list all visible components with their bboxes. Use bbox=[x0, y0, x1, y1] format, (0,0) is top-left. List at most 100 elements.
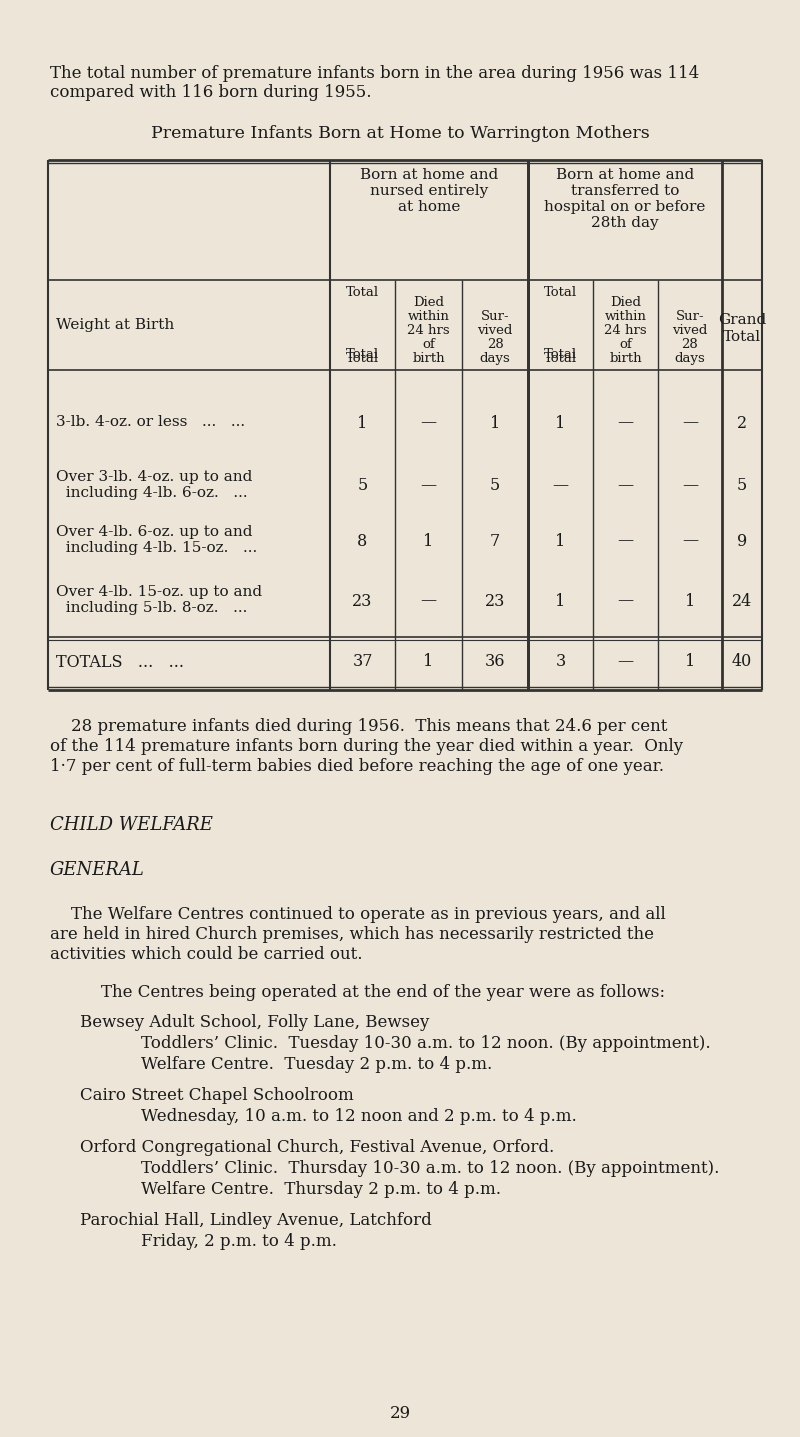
Text: 1: 1 bbox=[555, 592, 566, 609]
Text: 1: 1 bbox=[685, 592, 695, 609]
Text: —: — bbox=[682, 414, 698, 431]
Text: Over 3-lb. 4-oz. up to and: Over 3-lb. 4-oz. up to and bbox=[56, 470, 252, 484]
Text: Died: Died bbox=[413, 296, 444, 309]
Text: —: — bbox=[618, 477, 634, 494]
Text: GENERAL: GENERAL bbox=[50, 861, 145, 879]
Text: Premature Infants Born at Home to Warrington Mothers: Premature Infants Born at Home to Warrin… bbox=[150, 125, 650, 142]
Text: days: days bbox=[480, 352, 510, 365]
Text: 1: 1 bbox=[423, 533, 434, 549]
Text: 28th day: 28th day bbox=[591, 216, 659, 230]
Text: Welfare Centre.  Tuesday 2 p.m. to 4 p.m.: Welfare Centre. Tuesday 2 p.m. to 4 p.m. bbox=[120, 1056, 492, 1073]
Text: Total: Total bbox=[544, 286, 577, 299]
Text: 5: 5 bbox=[490, 477, 500, 494]
Text: 9: 9 bbox=[737, 533, 747, 549]
Text: —: — bbox=[618, 533, 634, 549]
Text: 1: 1 bbox=[423, 654, 434, 671]
Text: 7: 7 bbox=[490, 533, 500, 549]
Text: 1: 1 bbox=[358, 414, 368, 431]
Text: 24 hrs: 24 hrs bbox=[604, 323, 647, 338]
Text: 3-lb. 4-oz. or less   ...   ...: 3-lb. 4-oz. or less ... ... bbox=[56, 415, 245, 430]
Text: 36: 36 bbox=[485, 654, 506, 671]
Text: Welfare Centre.  Thursday 2 p.m. to 4 p.m.: Welfare Centre. Thursday 2 p.m. to 4 p.m… bbox=[120, 1181, 501, 1198]
Text: Total: Total bbox=[346, 352, 379, 365]
Text: —: — bbox=[618, 592, 634, 609]
Text: Died: Died bbox=[610, 296, 641, 309]
Text: Toddlers’ Clinic.  Thursday 10-30 a.m. to 12 noon. (By appointment).: Toddlers’ Clinic. Thursday 10-30 a.m. to… bbox=[120, 1160, 719, 1177]
Text: Born at home and: Born at home and bbox=[360, 168, 498, 182]
Text: —: — bbox=[682, 477, 698, 494]
Text: vived: vived bbox=[672, 323, 708, 338]
Text: 24: 24 bbox=[732, 592, 752, 609]
Text: —: — bbox=[421, 592, 437, 609]
Text: Orford Congregational Church, Festival Avenue, Orford.: Orford Congregational Church, Festival A… bbox=[80, 1140, 554, 1155]
Text: within: within bbox=[605, 310, 646, 323]
Text: vived: vived bbox=[478, 323, 513, 338]
Text: Total: Total bbox=[346, 286, 379, 299]
Text: —: — bbox=[421, 477, 437, 494]
Text: 1·7 per cent of full-term babies died before reaching the age of one year.: 1·7 per cent of full-term babies died be… bbox=[50, 757, 664, 775]
Text: of the 114 premature infants born during the year died within a year.  Only: of the 114 premature infants born during… bbox=[50, 739, 683, 754]
Text: The Centres being operated at the end of the year were as follows:: The Centres being operated at the end of… bbox=[80, 984, 665, 1002]
Text: CHILD WELFARE: CHILD WELFARE bbox=[50, 816, 213, 833]
Text: Total: Total bbox=[544, 348, 577, 361]
Text: Born at home and: Born at home and bbox=[556, 168, 694, 182]
Text: Bewsey Adult School, Folly Lane, Bewsey: Bewsey Adult School, Folly Lane, Bewsey bbox=[80, 1015, 430, 1030]
Text: compared with 116 born during 1955.: compared with 116 born during 1955. bbox=[50, 83, 371, 101]
Text: birth: birth bbox=[609, 352, 642, 365]
Text: 28: 28 bbox=[682, 338, 698, 351]
Text: 29: 29 bbox=[390, 1405, 410, 1423]
Text: days: days bbox=[674, 352, 706, 365]
Text: at home: at home bbox=[398, 200, 460, 214]
Text: 28: 28 bbox=[486, 338, 503, 351]
Text: including 4-lb. 6-oz.   ...: including 4-lb. 6-oz. ... bbox=[56, 486, 248, 500]
Text: Total: Total bbox=[346, 348, 379, 361]
Text: Over 4-lb. 15-oz. up to and: Over 4-lb. 15-oz. up to and bbox=[56, 585, 262, 599]
Text: 40: 40 bbox=[732, 654, 752, 671]
Text: TOTALS   ...   ...: TOTALS ... ... bbox=[56, 654, 184, 671]
Text: Sur-: Sur- bbox=[481, 310, 510, 323]
Text: Total: Total bbox=[544, 352, 577, 365]
Text: Weight at Birth: Weight at Birth bbox=[56, 318, 174, 332]
Text: Grand: Grand bbox=[718, 313, 766, 328]
Text: —: — bbox=[682, 533, 698, 549]
Text: The total number of premature infants born in the area during 1956 was 114: The total number of premature infants bo… bbox=[50, 65, 699, 82]
Text: birth: birth bbox=[412, 352, 445, 365]
Text: 5: 5 bbox=[358, 477, 368, 494]
Text: 2: 2 bbox=[737, 414, 747, 431]
Text: 1: 1 bbox=[555, 414, 566, 431]
Text: activities which could be carried out.: activities which could be carried out. bbox=[50, 946, 362, 963]
Text: of: of bbox=[422, 338, 435, 351]
Text: Friday, 2 p.m. to 4 p.m.: Friday, 2 p.m. to 4 p.m. bbox=[120, 1233, 337, 1250]
Text: 28 premature infants died during 1956.  This means that 24.6 per cent: 28 premature infants died during 1956. T… bbox=[50, 718, 667, 734]
Text: 8: 8 bbox=[358, 533, 368, 549]
Text: —: — bbox=[421, 414, 437, 431]
Text: 37: 37 bbox=[352, 654, 373, 671]
Text: 1: 1 bbox=[555, 533, 566, 549]
Text: transferred to: transferred to bbox=[571, 184, 679, 198]
Text: Over 4-lb. 6-oz. up to and: Over 4-lb. 6-oz. up to and bbox=[56, 525, 253, 539]
Text: nursed entirely: nursed entirely bbox=[370, 184, 488, 198]
Text: Cairo Street Chapel Schoolroom: Cairo Street Chapel Schoolroom bbox=[80, 1086, 354, 1104]
Text: Total: Total bbox=[723, 331, 761, 343]
Text: including 5-lb. 8-oz.   ...: including 5-lb. 8-oz. ... bbox=[56, 601, 247, 615]
Text: Sur-: Sur- bbox=[676, 310, 704, 323]
Text: 23: 23 bbox=[352, 592, 373, 609]
Text: —: — bbox=[618, 654, 634, 671]
Text: of: of bbox=[619, 338, 632, 351]
Text: within: within bbox=[407, 310, 450, 323]
Text: 1: 1 bbox=[490, 414, 500, 431]
Text: 23: 23 bbox=[485, 592, 505, 609]
Text: are held in hired Church premises, which has necessarily restricted the: are held in hired Church premises, which… bbox=[50, 925, 654, 943]
Text: 3: 3 bbox=[555, 654, 566, 671]
Text: The Welfare Centres continued to operate as in previous years, and all: The Welfare Centres continued to operate… bbox=[50, 905, 666, 923]
Text: hospital on or before: hospital on or before bbox=[544, 200, 706, 214]
Text: 5: 5 bbox=[737, 477, 747, 494]
Text: Wednesday, 10 a.m. to 12 noon and 2 p.m. to 4 p.m.: Wednesday, 10 a.m. to 12 noon and 2 p.m.… bbox=[120, 1108, 577, 1125]
Text: 24 hrs: 24 hrs bbox=[407, 323, 450, 338]
Text: 1: 1 bbox=[685, 654, 695, 671]
Text: —: — bbox=[618, 414, 634, 431]
Text: Toddlers’ Clinic.  Tuesday 10-30 a.m. to 12 noon. (By appointment).: Toddlers’ Clinic. Tuesday 10-30 a.m. to … bbox=[120, 1035, 710, 1052]
Text: Parochial Hall, Lindley Avenue, Latchford: Parochial Hall, Lindley Avenue, Latchfor… bbox=[80, 1211, 432, 1229]
Text: including 4-lb. 15-oz.   ...: including 4-lb. 15-oz. ... bbox=[56, 540, 258, 555]
Text: —: — bbox=[553, 477, 569, 494]
